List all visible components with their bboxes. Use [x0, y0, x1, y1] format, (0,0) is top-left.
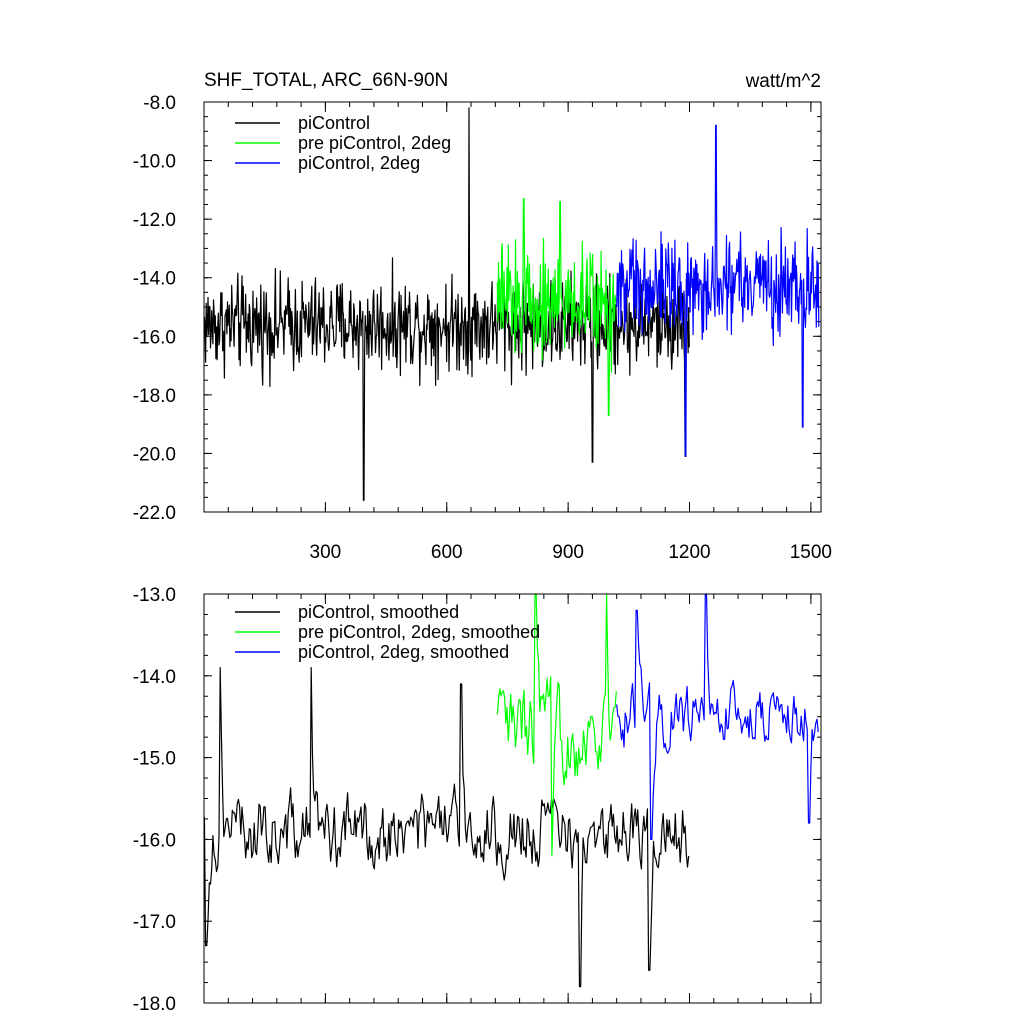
y-tick-label: -16.0 — [133, 327, 176, 348]
x-tick-label: 1500 — [790, 542, 832, 563]
x-tick-label: 300 — [310, 542, 342, 563]
top-panel: SHF_TOTAL, ARC_66N-90N watt/m^2 -8.0 -10.… — [133, 70, 832, 563]
series-line-picontrol-smoothed — [203, 666, 690, 988]
series-line-pre-picontrol-2deg — [496, 198, 617, 416]
bottom-panel: -13.0 -14.0 -15.0 -16.0 -17.0 -18.0 piControl… — [133, 585, 822, 1015]
series-line-picontrol — [203, 107, 690, 501]
series-line-pre-picontrol-2deg-smoothed — [496, 593, 617, 857]
bottom-plot-frame — [203, 593, 822, 1004]
x-tick-label: 900 — [552, 542, 584, 563]
legend-label: pre piControl, 2deg, smoothed — [298, 622, 540, 642]
y-tick-label: -15.0 — [133, 749, 176, 770]
x-tick-label: 600 — [431, 542, 463, 563]
chart-title: SHF_TOTAL, ARC_66N-90N — [204, 70, 448, 91]
y-tick-label: -14.0 — [133, 667, 176, 688]
y-tick-label: -16.0 — [133, 830, 176, 851]
x-tick-label: 1200 — [668, 542, 710, 563]
legend-label: pre piControl, 2deg — [298, 133, 451, 153]
legend-label: piControl — [298, 113, 370, 133]
y-tick-label: -18.0 — [133, 994, 176, 1015]
y-tick-label: -8.0 — [143, 93, 176, 114]
legend-label: piControl, smoothed — [298, 602, 459, 622]
legend-label: piControl, 2deg, smoothed — [298, 642, 509, 662]
series-line-picontrol-2deg — [616, 124, 820, 457]
y-tick-label: -18.0 — [133, 386, 176, 407]
units-label: watt/m^2 — [745, 71, 821, 92]
y-tick-label: -20.0 — [133, 444, 176, 465]
y-tick-label: -10.0 — [133, 152, 176, 173]
y-tick-label: -22.0 — [133, 503, 176, 524]
top-plot-frame — [203, 101, 822, 513]
legend-label: piControl, 2deg — [298, 153, 420, 173]
y-tick-label: -13.0 — [133, 585, 176, 606]
y-tick-label: -17.0 — [133, 912, 176, 933]
series-line-picontrol-2deg-smoothed — [616, 593, 819, 841]
y-tick-label: -14.0 — [133, 269, 176, 290]
y-tick-label: -12.0 — [133, 210, 176, 231]
